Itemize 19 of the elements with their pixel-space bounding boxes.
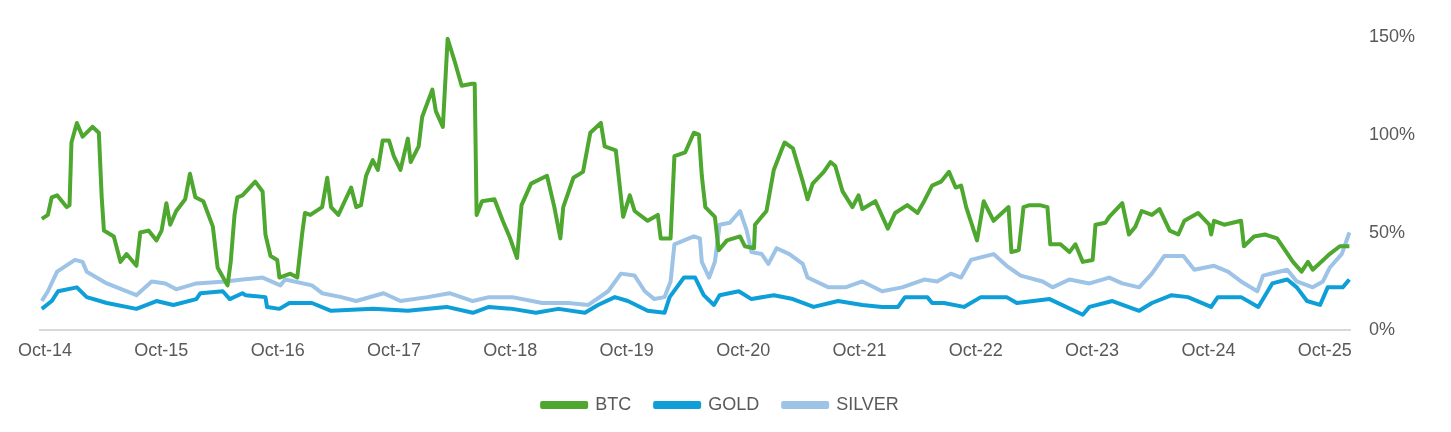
y-tick-label: 100% bbox=[1368, 123, 1416, 144]
x-tick-label: Oct-25 bbox=[1297, 340, 1352, 361]
x-tick-label: Oct-17 bbox=[367, 340, 422, 361]
legend-label: SILVER bbox=[836, 393, 899, 414]
x-tick-label: Oct-14 bbox=[17, 340, 73, 361]
x-tick-label: Oct-24 bbox=[1181, 340, 1236, 361]
legend-label: GOLD bbox=[708, 393, 760, 414]
x-tick-label: Oct-16 bbox=[250, 340, 305, 361]
y-tick-label: 150% bbox=[1368, 25, 1416, 46]
x-tick-label: Oct-18 bbox=[483, 340, 538, 361]
x-tick-label: Oct-19 bbox=[599, 340, 654, 361]
x-tick-label: Oct-22 bbox=[948, 340, 1003, 361]
x-tick-label: Oct-20 bbox=[716, 340, 771, 361]
x-tick-label: Oct-21 bbox=[832, 340, 887, 361]
y-tick-label: 50% bbox=[1368, 221, 1405, 242]
x-tick-label: Oct-23 bbox=[1064, 340, 1120, 361]
x-tick-label: Oct-15 bbox=[134, 340, 189, 361]
legend-label: BTC bbox=[595, 393, 632, 414]
y-tick-label: 0% bbox=[1368, 319, 1395, 340]
